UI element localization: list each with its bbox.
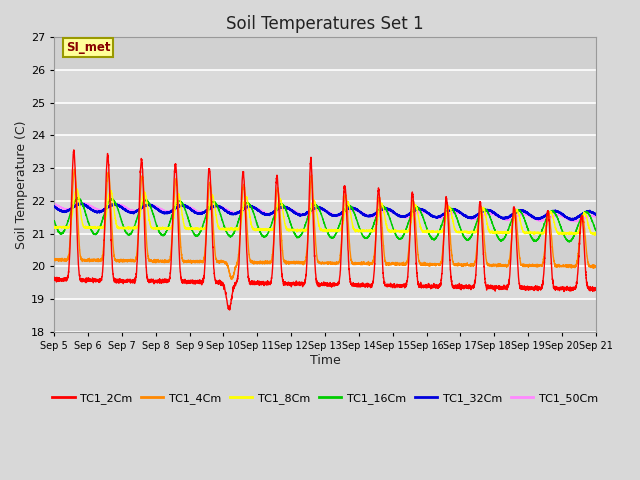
Bar xyxy=(54,70,596,103)
X-axis label: Time: Time xyxy=(310,354,340,367)
Bar xyxy=(54,299,596,332)
Bar xyxy=(54,37,596,70)
Bar xyxy=(54,103,596,135)
Bar xyxy=(54,234,596,266)
Bar xyxy=(54,201,596,234)
Title: Soil Temperatures Set 1: Soil Temperatures Set 1 xyxy=(226,15,424,33)
Bar xyxy=(54,266,596,299)
Text: SI_met: SI_met xyxy=(66,41,111,54)
Bar xyxy=(54,168,596,201)
Bar xyxy=(54,135,596,168)
Legend: TC1_2Cm, TC1_4Cm, TC1_8Cm, TC1_16Cm, TC1_32Cm, TC1_50Cm: TC1_2Cm, TC1_4Cm, TC1_8Cm, TC1_16Cm, TC1… xyxy=(48,389,602,408)
Y-axis label: Soil Temperature (C): Soil Temperature (C) xyxy=(15,120,28,249)
